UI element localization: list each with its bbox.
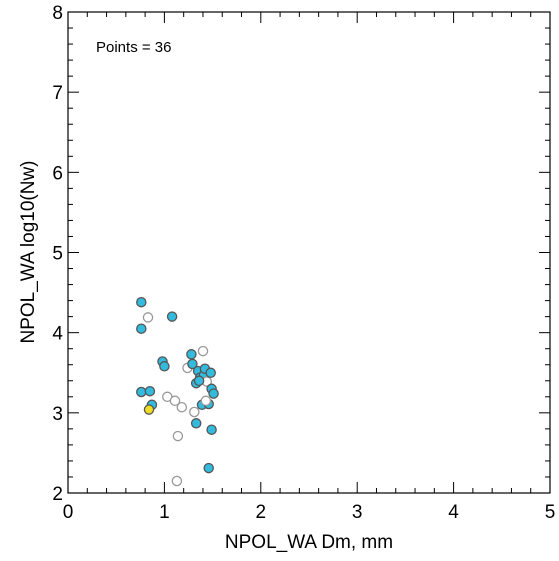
data-point-filled: [187, 358, 198, 370]
data-point-hollow: [176, 401, 188, 413]
data-point-filled: [190, 418, 202, 429]
y-tick-label: 4: [52, 324, 63, 345]
y-tick-label: 5: [52, 244, 63, 265]
data-point-filled: [136, 296, 147, 308]
y-tick-label: 2: [52, 484, 63, 505]
data-point-filled: [136, 323, 147, 334]
data-point-filled: [166, 311, 178, 322]
data-point-filled: [144, 385, 156, 397]
data-point-filled: [205, 367, 216, 379]
data-point-highlight: [143, 404, 155, 415]
data-point-hollow: [197, 345, 209, 357]
data-point-hollow: [200, 395, 212, 407]
x-tick-label: 1: [159, 502, 170, 523]
data-point-hollow: [169, 395, 181, 407]
x-tick-label: 2: [256, 502, 267, 523]
data-point-filled: [136, 386, 147, 398]
x-tick-label: 4: [448, 502, 459, 523]
data-points: [136, 296, 219, 487]
data-point-hollow: [142, 312, 154, 323]
data-point-filled: [203, 462, 214, 474]
data-point-filled: [208, 388, 219, 399]
y-tick-label: 3: [52, 404, 63, 425]
x-tick-label: 5: [545, 502, 556, 523]
y-tick-label: 8: [52, 3, 63, 24]
y-tick-label: 7: [52, 83, 63, 104]
data-point-hollow: [189, 406, 200, 418]
data-point-filled: [159, 361, 170, 372]
data-point-hollow: [172, 430, 184, 442]
axis-ticks: [67, 11, 551, 494]
data-point-filled: [193, 375, 205, 387]
data-point-filled: [206, 424, 217, 435]
tick-labels: 0 1 2 3 4 5 2 3 4 5 6 7 8: [52, 3, 555, 523]
data-point-filled: [186, 349, 197, 360]
y-axis-label: NPOL_WA log10(Nw): [18, 160, 39, 343]
x-tick-label: 3: [352, 502, 363, 523]
points-count-annotation: Points = 36: [96, 39, 171, 56]
data-point-hollow: [171, 475, 183, 487]
plot-frame: [67, 11, 551, 494]
x-axis-label: NPOL_WA Dm, mm: [225, 532, 393, 553]
y-tick-label: 6: [52, 163, 63, 184]
x-tick-label: 0: [63, 502, 74, 523]
